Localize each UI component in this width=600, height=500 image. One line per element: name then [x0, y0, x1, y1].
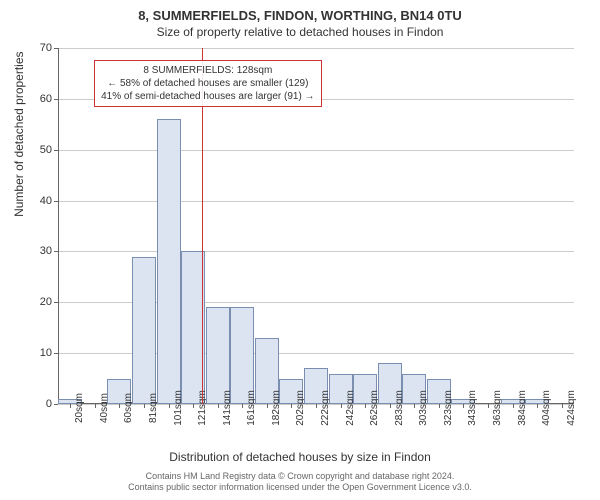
- xtick-mark: [291, 404, 292, 408]
- ytick-label: 20: [40, 296, 52, 308]
- xtick-label: 323sqm: [443, 390, 454, 426]
- gridline: [58, 251, 574, 252]
- xtick-mark: [316, 404, 317, 408]
- xtick-mark: [193, 404, 194, 408]
- ytick-label: 60: [40, 93, 52, 105]
- ytick-label: 70: [40, 42, 52, 54]
- xtick-label: 384sqm: [517, 390, 528, 426]
- xtick-label: 343sqm: [467, 390, 478, 426]
- y-axis-label: Number of detached properties: [12, 51, 26, 216]
- footer-line1: Contains HM Land Registry data © Crown c…: [146, 471, 455, 481]
- xtick-mark: [439, 404, 440, 408]
- plot-area: 01020304050607020sqm40sqm60sqm81sqm101sq…: [58, 48, 574, 404]
- xtick-mark: [95, 404, 96, 408]
- xtick-mark: [390, 404, 391, 408]
- xtick-mark: [70, 404, 71, 408]
- xtick-mark: [218, 404, 219, 408]
- xtick-label: 404sqm: [541, 390, 552, 426]
- gridline: [58, 201, 574, 202]
- annotation-line: 41% of semi-detached houses are larger (…: [101, 90, 314, 103]
- gridline: [58, 48, 574, 49]
- gridline: [58, 150, 574, 151]
- xtick-mark: [169, 404, 170, 408]
- ytick-label: 10: [40, 347, 52, 359]
- xtick-label: 363sqm: [492, 390, 503, 426]
- ytick-label: 40: [40, 195, 52, 207]
- xtick-mark: [414, 404, 415, 408]
- ytick-label: 30: [40, 245, 52, 257]
- xtick-mark: [119, 404, 120, 408]
- histogram-bar: [132, 257, 156, 404]
- xtick-mark: [463, 404, 464, 408]
- xtick-mark: [267, 404, 268, 408]
- annotation-line: 8 SUMMERFIELDS: 128sqm: [101, 64, 314, 77]
- xtick-mark: [537, 404, 538, 408]
- xtick-label: 20sqm: [74, 393, 85, 423]
- xtick-mark: [144, 404, 145, 408]
- xtick-mark: [513, 404, 514, 408]
- xtick-mark: [562, 404, 563, 408]
- annotation-line: ← 58% of detached houses are smaller (12…: [101, 77, 314, 90]
- chart-subtitle: Size of property relative to detached ho…: [0, 25, 600, 39]
- ytick-label: 0: [46, 398, 52, 410]
- chart-title: 8, SUMMERFIELDS, FINDON, WORTHING, BN14 …: [0, 0, 600, 23]
- chart-container: 8, SUMMERFIELDS, FINDON, WORTHING, BN14 …: [0, 0, 600, 500]
- xtick-mark: [365, 404, 366, 408]
- footer-line2: Contains public sector information licen…: [128, 482, 472, 492]
- xtick-label: 424sqm: [566, 390, 577, 426]
- xtick-mark: [341, 404, 342, 408]
- footer-text: Contains HM Land Registry data © Crown c…: [0, 471, 600, 494]
- annotation-box: 8 SUMMERFIELDS: 128sqm← 58% of detached …: [94, 60, 321, 107]
- xtick-mark: [488, 404, 489, 408]
- histogram-bar: [157, 119, 181, 404]
- y-axis: [58, 48, 59, 404]
- x-axis-label: Distribution of detached houses by size …: [0, 450, 600, 464]
- ytick-label: 50: [40, 144, 52, 156]
- xtick-mark: [242, 404, 243, 408]
- ytick-mark: [54, 404, 58, 405]
